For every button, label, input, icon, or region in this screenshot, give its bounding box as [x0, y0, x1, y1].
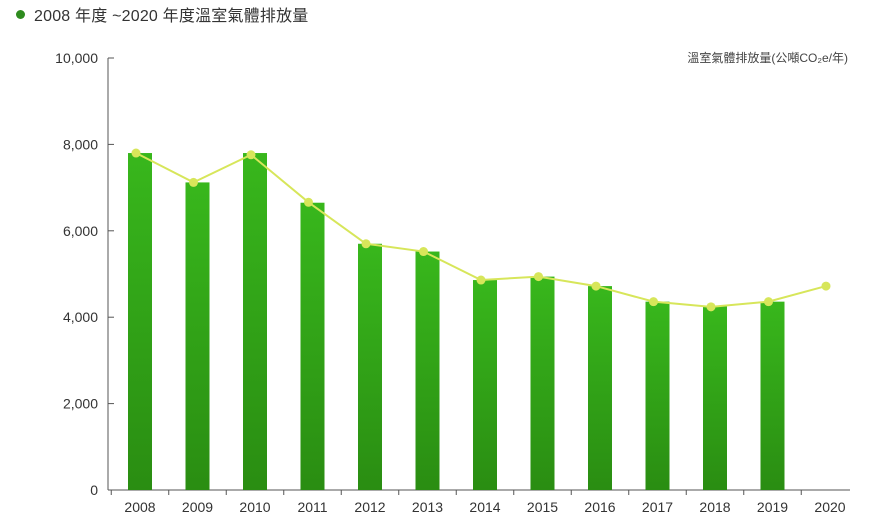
x-tick-label: 2018: [699, 499, 730, 514]
x-tick-label: 2010: [239, 499, 270, 514]
line-point: [706, 302, 716, 312]
bar: [473, 280, 497, 490]
bar: [415, 251, 440, 490]
line-point: [821, 281, 831, 291]
line-point: [591, 281, 601, 291]
y-tick-label: 4,000: [63, 309, 98, 325]
bar: [530, 276, 555, 490]
x-tick-label: 2014: [469, 499, 500, 514]
line-point: [764, 297, 773, 307]
y-tick-label: 10,000: [55, 50, 98, 66]
x-tick-label: 2017: [642, 499, 673, 514]
chart-title-row: 2008 年度 ~2020 年度溫室氣體排放量: [16, 2, 308, 26]
x-tick-label: 2011: [297, 499, 327, 514]
bar: [300, 202, 325, 490]
bar: [760, 301, 785, 490]
line-point: [419, 247, 428, 257]
bar: [243, 153, 267, 491]
bar-series: [128, 153, 785, 491]
line-point: [246, 150, 256, 160]
line-point: [189, 177, 198, 187]
x-tick-label: 2013: [412, 499, 443, 514]
bar: [703, 306, 727, 490]
y-tick-label: 2,000: [63, 396, 98, 412]
x-tick-label: 2009: [182, 499, 213, 514]
axis-labels: 0 2,000 4,000 6,000 8,000 10,000 2008 2009 2010 2…: [55, 50, 846, 514]
x-tick-label: 2016: [584, 499, 615, 514]
x-tick-label: 2020: [814, 499, 845, 514]
x-tick-label: 2008: [124, 499, 155, 514]
bar: [588, 286, 612, 490]
x-tick-label: 2015: [527, 499, 558, 514]
bar: [185, 182, 210, 490]
line-point: [476, 275, 486, 285]
title-bullet-icon: [16, 9, 25, 19]
line-point: [361, 239, 371, 249]
bar: [128, 153, 152, 491]
line-point: [304, 197, 313, 207]
unit-label: 溫室氣體排放量(公噸CO₂e/年): [687, 50, 848, 65]
y-tick-label: 6,000: [63, 223, 98, 239]
x-tick-label: 2012: [354, 499, 385, 514]
bar: [358, 243, 382, 490]
line-point: [534, 272, 543, 282]
x-tick-label: 2019: [757, 499, 788, 514]
line-point: [131, 148, 141, 158]
bar: [645, 301, 670, 490]
y-tick-label: 0: [90, 482, 98, 498]
y-tick-label: 8,000: [63, 136, 98, 152]
line-point: [649, 297, 658, 307]
line-series: [131, 148, 831, 312]
chart-title: 2008 年度 ~2020 年度溫室氣體排放量: [34, 8, 309, 25]
